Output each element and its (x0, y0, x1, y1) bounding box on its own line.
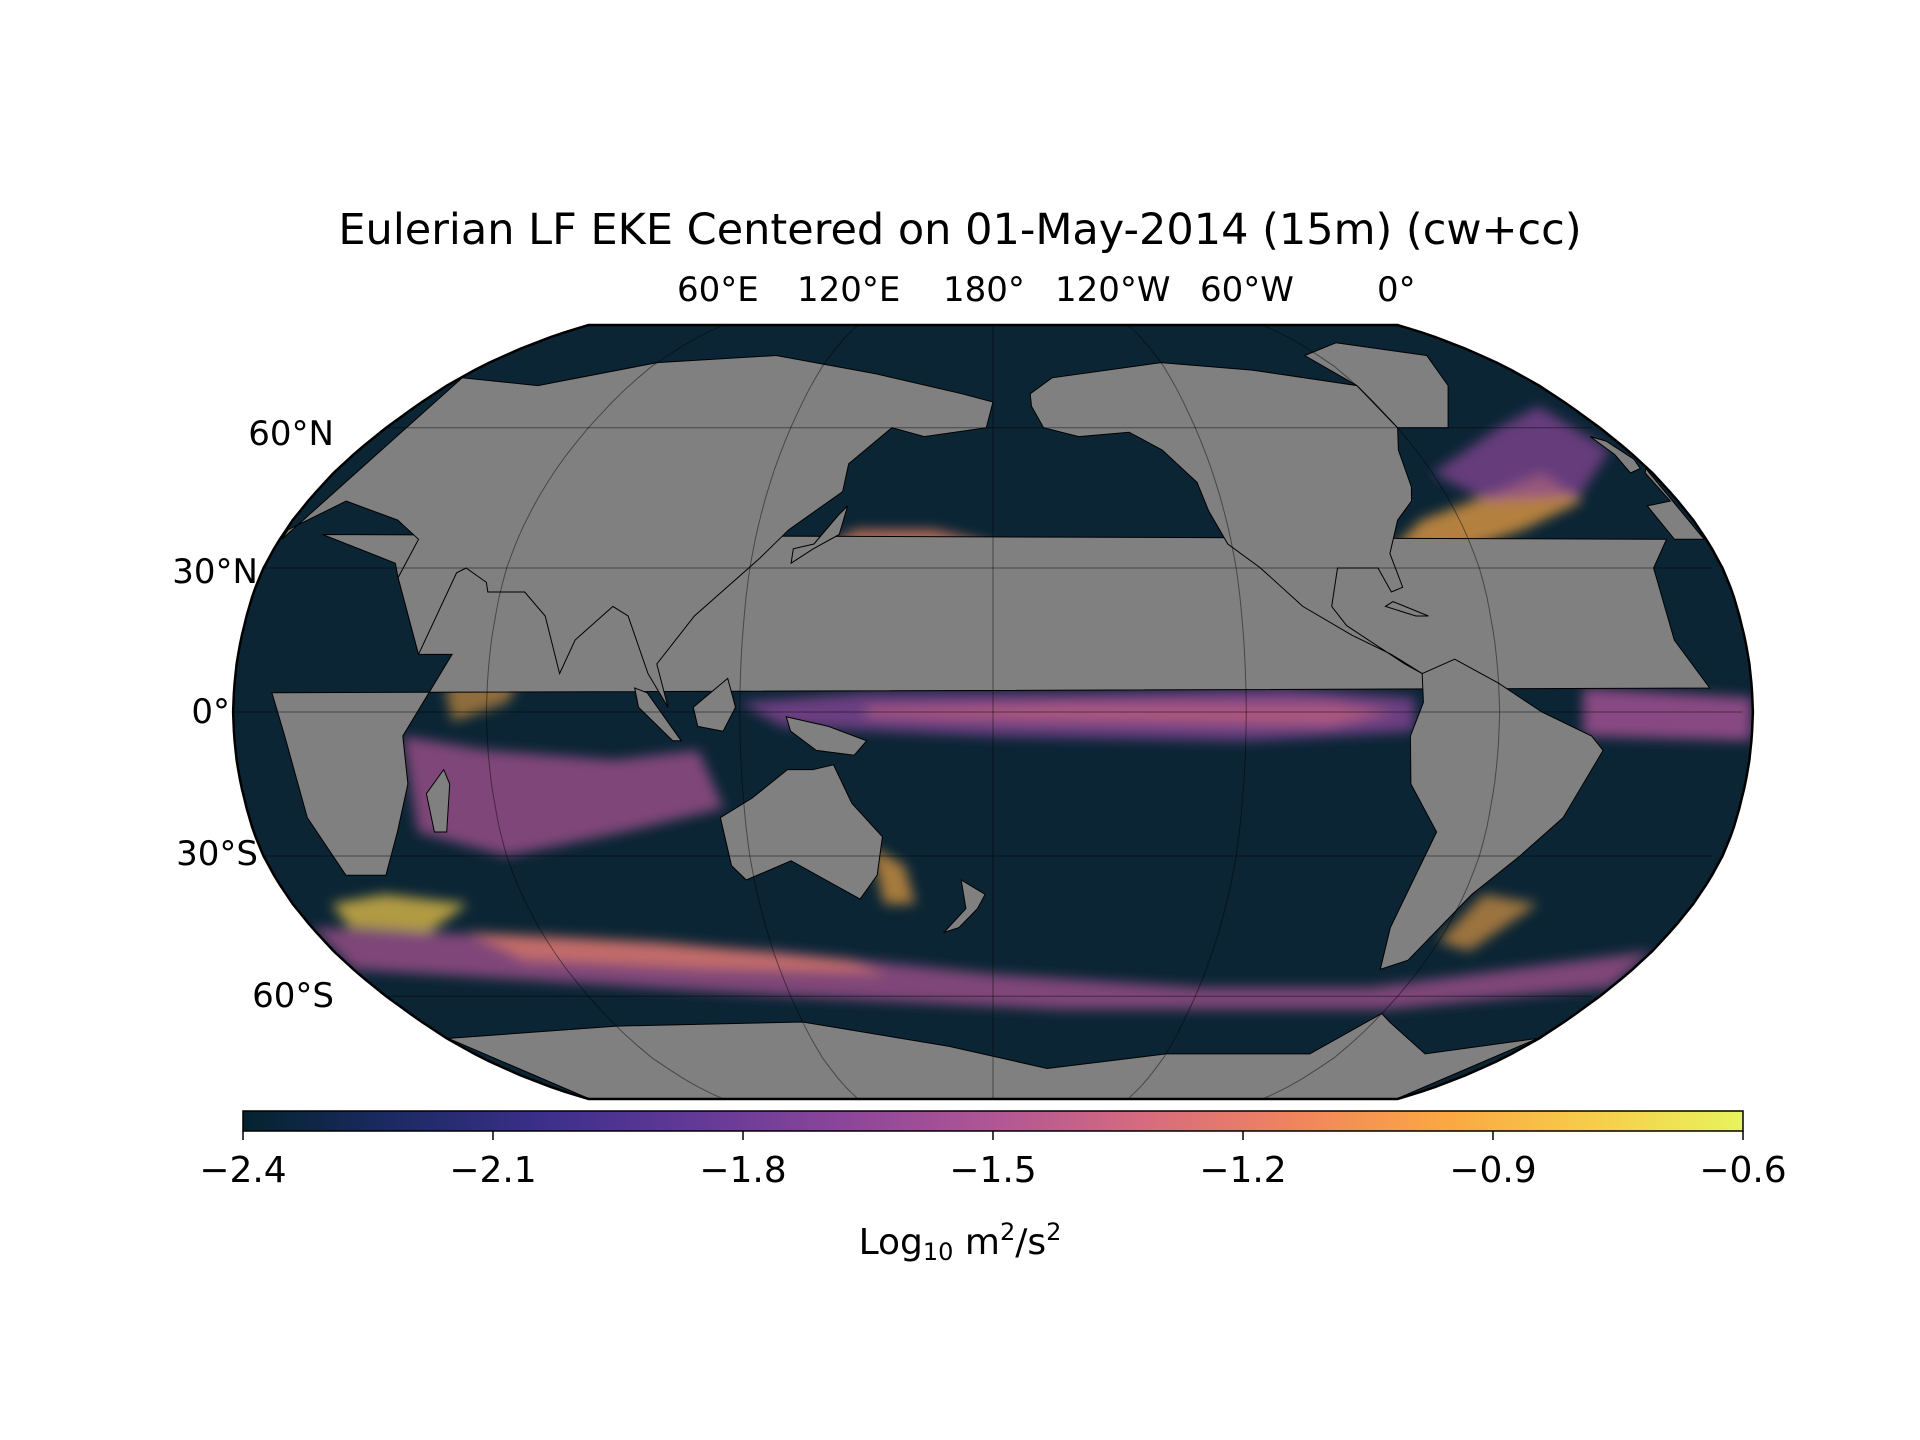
colorbar-ticks (242, 1131, 1744, 1140)
lat-label-30s: 30°S (176, 834, 258, 874)
lon-label-60w: 60°W (1200, 270, 1294, 310)
colorbar-label: Log10 m2/s2 (0, 1218, 1920, 1266)
land-north-america (1029, 362, 1423, 675)
colorbar-tick-label: −1.5 (949, 1150, 1037, 1191)
eke-zone-north-atlantic-drift (1432, 406, 1610, 502)
eke-zone-east-australian-current (870, 846, 916, 904)
eke-zone-acc-indian (466, 932, 888, 974)
eke-zone-brazil-malvinas (1438, 894, 1538, 951)
graticule (235, 325, 1743, 1099)
colorbar (242, 1110, 1744, 1140)
eke-zone-equatorial-pacific-core (866, 702, 1395, 727)
colorbar-label-unit2: /s (1015, 1222, 1047, 1263)
eke-zone-indian-ocean-band (402, 736, 724, 856)
lat-label-0: 0° (191, 692, 230, 732)
colorbar-tick-label: −1.8 (699, 1150, 787, 1191)
lat-label-30n: 30°N (172, 552, 258, 592)
land-cuba (1384, 601, 1429, 617)
meridian-line (1262, 325, 1501, 1099)
land-borneo (692, 677, 737, 732)
map-title: Eulerian LF EKE Centered on 01-May-2014 … (338, 205, 1582, 255)
lon-label-120e: 120°E (797, 270, 901, 310)
land-eurasia-west (281, 354, 994, 708)
lon-label-60e: 60°E (677, 270, 759, 310)
colorbar-tick-label: −0.6 (1699, 1150, 1787, 1191)
colorbar-label-sub: 10 (922, 1238, 954, 1266)
colorbar-gradient (242, 1110, 1744, 1132)
land-new-zealand (942, 879, 986, 934)
meridian-line (739, 325, 859, 1099)
colorbar-tick-label: −2.4 (199, 1150, 287, 1191)
land-japan (790, 505, 849, 565)
colorbar-label-sup1: 2 (999, 1218, 1016, 1246)
colorbar-label-base: Log (858, 1222, 923, 1263)
land-new-guinea (785, 716, 868, 756)
eke-zone-equatorial-atlantic-band (1583, 688, 1753, 741)
colorbar-tick-label: −2.1 (449, 1150, 537, 1191)
colorbar-label-sup2: 2 (1046, 1218, 1062, 1246)
land-mask (271, 342, 1711, 1099)
lat-label-60s: 60°S (252, 976, 334, 1016)
eke-zone-agulhas-current (331, 894, 468, 933)
colorbar-tick-label: −1.2 (1199, 1150, 1287, 1191)
lon-label-180: 180° (943, 270, 1025, 310)
land-madagascar (425, 768, 451, 833)
colorbar-label-unit1: m (953, 1222, 1000, 1263)
land-south-america (1379, 658, 1604, 971)
lat-label-60n: 60°N (248, 414, 334, 454)
meridian-line (1127, 325, 1247, 1099)
lon-label-120w: 120°W (1055, 270, 1171, 310)
colorbar-tick-label: −0.9 (1449, 1150, 1537, 1191)
lon-label-0: 0° (1377, 270, 1416, 310)
land-australia (719, 764, 883, 900)
map-boundary (231, 323, 1755, 1101)
eke-field (312, 406, 1753, 1010)
land-antarctica (448, 1012, 1538, 1099)
land-sumatra (634, 687, 683, 742)
meridian-line (485, 325, 724, 1099)
land-greenland (1303, 342, 1449, 429)
eke-map (231, 323, 1755, 1101)
land-uk (1590, 436, 1641, 474)
